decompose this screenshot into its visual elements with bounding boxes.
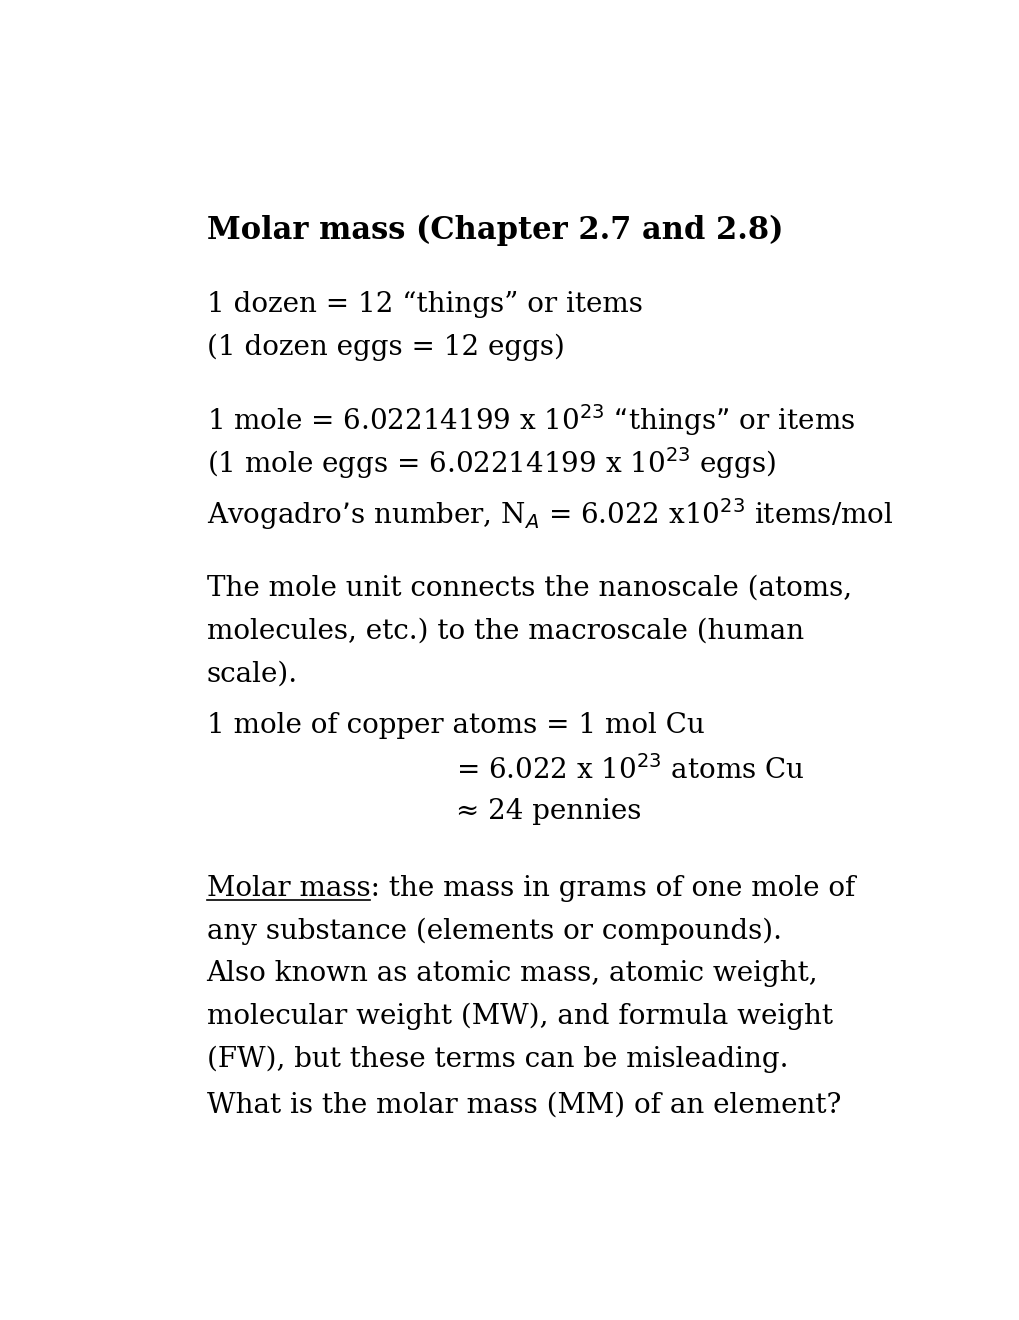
Text: molecular weight (MW), and formula weight: molecular weight (MW), and formula weigh…: [206, 1003, 832, 1031]
Text: (1 mole eggs = 6.02214199 x 10$^{23}$ eggs): (1 mole eggs = 6.02214199 x 10$^{23}$ eg…: [206, 445, 775, 480]
Text: (FW), but these terms can be misleading.: (FW), but these terms can be misleading.: [206, 1045, 788, 1073]
Text: any substance (elements or compounds).: any substance (elements or compounds).: [206, 917, 781, 945]
Text: Also known as atomic mass, atomic weight,: Also known as atomic mass, atomic weight…: [206, 961, 817, 987]
Text: 1 mole = 6.02214199 x 10$^{23}$ “things” or items: 1 mole = 6.02214199 x 10$^{23}$ “things”…: [206, 403, 854, 438]
Text: (1 dozen eggs = 12 eggs): (1 dozen eggs = 12 eggs): [206, 333, 564, 360]
Text: What is the molar mass (MM) of an element?: What is the molar mass (MM) of an elemen…: [206, 1092, 840, 1118]
Text: Avogadro’s number, N$_A$ = 6.022 x10$^{23}$ items/mol: Avogadro’s number, N$_A$ = 6.022 x10$^{2…: [206, 496, 892, 532]
Text: ≈ 24 pennies: ≈ 24 pennies: [455, 797, 640, 825]
Text: scale).: scale).: [206, 660, 298, 688]
Text: Molar mass: Molar mass: [206, 875, 370, 902]
Text: Molar mass: the mass in grams of one mole of: Molar mass: the mass in grams of one mol…: [206, 875, 854, 902]
Text: The mole unit connects the nanoscale (atoms,: The mole unit connects the nanoscale (at…: [206, 576, 851, 602]
Text: 1 mole of copper atoms = 1 mol Cu: 1 mole of copper atoms = 1 mol Cu: [206, 713, 703, 739]
Text: molecules, etc.) to the macroscale (human: molecules, etc.) to the macroscale (huma…: [206, 618, 803, 644]
Text: 1 dozen = 12 “things” or items: 1 dozen = 12 “things” or items: [206, 290, 642, 318]
Text: Molar mass (Chapter 2.7 and 2.8): Molar mass (Chapter 2.7 and 2.8): [206, 214, 783, 246]
Text: = 6.022 x 10$^{23}$ atoms Cu: = 6.022 x 10$^{23}$ atoms Cu: [455, 755, 803, 785]
